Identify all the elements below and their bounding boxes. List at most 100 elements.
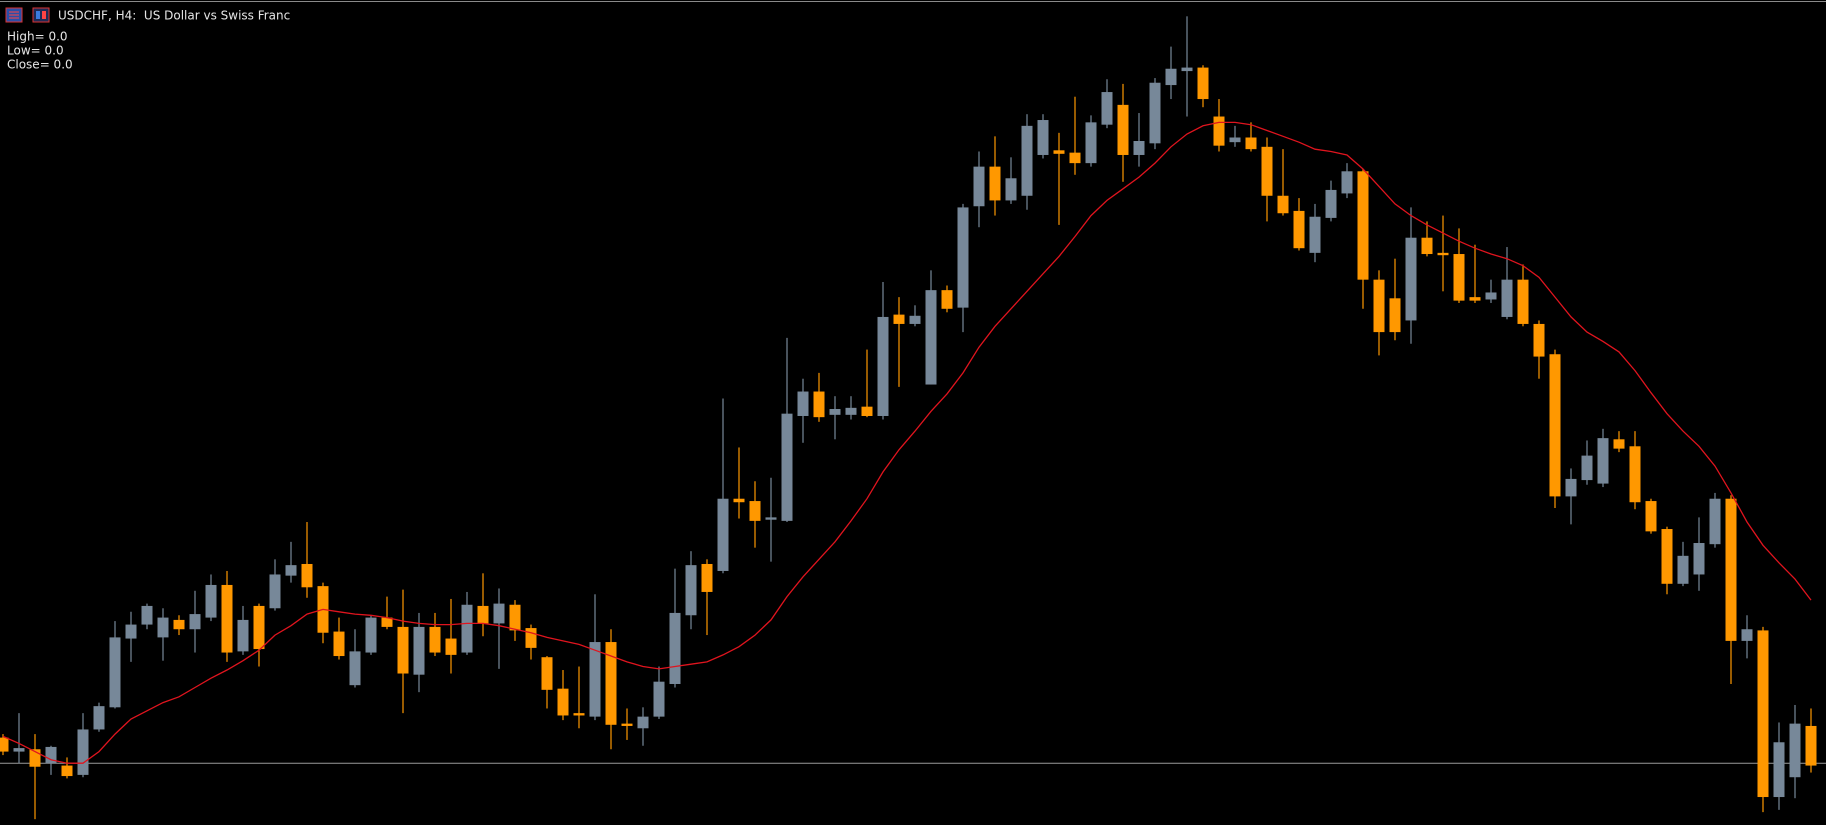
chart-title: USDCHF, H4: US Dollar vs Swiss Franc — [58, 9, 290, 23]
candle-body — [797, 391, 809, 416]
candle-body — [125, 624, 137, 639]
candle-body — [605, 642, 617, 725]
candle-body — [957, 207, 969, 308]
candle-body — [205, 584, 217, 618]
candle-body — [301, 563, 313, 588]
candle-body — [1341, 171, 1353, 194]
plot — [0, 16, 1826, 820]
candle-body — [1405, 237, 1417, 321]
candle-body — [1501, 279, 1513, 317]
candle-body — [381, 617, 393, 627]
candle-body — [1709, 498, 1721, 545]
moving-average — [2, 121, 1812, 764]
candle-body — [333, 631, 345, 657]
candle-body — [157, 617, 169, 638]
candle-body — [1485, 292, 1497, 300]
candle-body — [1629, 446, 1641, 503]
candle-body — [1037, 120, 1049, 155]
info-line: Low= 0.0 — [7, 44, 64, 58]
candle-body — [509, 604, 521, 631]
candle-body — [1661, 529, 1673, 584]
candle-body — [909, 315, 921, 324]
candle-body — [221, 584, 233, 653]
candle-body — [493, 603, 505, 624]
candle-body — [1421, 237, 1433, 255]
candle-body — [0, 737, 9, 752]
candle-body — [285, 565, 297, 576]
candle-body — [1197, 67, 1209, 100]
candle-body — [621, 723, 633, 726]
candle-body — [1373, 279, 1385, 333]
candle-body — [45, 746, 57, 764]
candle-body — [1325, 189, 1337, 218]
icon-bar — [42, 11, 46, 19]
candle-body — [1053, 150, 1065, 154]
candle-body — [397, 626, 409, 674]
candle-body — [989, 166, 1001, 201]
candle-body — [1213, 116, 1225, 146]
candle-body — [237, 619, 249, 652]
candle-body — [941, 290, 953, 309]
candle-body — [1181, 67, 1193, 72]
candle-body — [1597, 438, 1609, 484]
candle-body — [429, 626, 441, 653]
candle-body — [589, 642, 601, 717]
candle-body — [1309, 216, 1321, 253]
candle-body — [1245, 137, 1257, 150]
candle-body — [861, 406, 873, 416]
icon-window[interactable] — [32, 7, 50, 23]
candle-body — [573, 713, 585, 716]
candle-body — [877, 316, 889, 416]
candle-body — [1645, 501, 1657, 532]
candle-body — [749, 501, 761, 521]
candle-body — [1021, 125, 1033, 196]
candle-body — [1693, 543, 1705, 575]
candle-body — [349, 651, 361, 686]
candle-body — [1165, 68, 1177, 86]
candle-body — [1101, 92, 1113, 125]
chart-icon[interactable] — [5, 7, 50, 23]
candle-body — [1725, 498, 1737, 641]
candle-body — [1277, 195, 1289, 214]
candle-body — [1293, 210, 1305, 249]
candle-body — [1549, 354, 1561, 497]
candle-body — [173, 619, 185, 630]
candle-body — [1517, 279, 1529, 324]
candle-body — [541, 657, 553, 690]
candle-body — [893, 314, 905, 324]
candle-body — [781, 413, 793, 521]
candle-body — [1453, 254, 1465, 301]
candle-body — [1581, 455, 1593, 481]
candle-body — [13, 748, 25, 752]
candle-body — [1613, 439, 1625, 449]
icon-bar — [36, 11, 40, 19]
candle-body — [61, 765, 73, 777]
candle-body — [685, 565, 697, 616]
candle-body — [1789, 723, 1801, 778]
candle-body — [189, 614, 201, 630]
candle-body — [93, 706, 105, 730]
candle-body — [525, 628, 537, 648]
candle-body — [717, 498, 729, 571]
candle-body — [1437, 252, 1449, 256]
candle-body — [1773, 742, 1785, 798]
candle-body — [1565, 478, 1577, 497]
candle-body — [1533, 323, 1545, 357]
candle-body — [1229, 137, 1241, 143]
candle-body — [109, 637, 121, 708]
candle-body — [1741, 629, 1753, 641]
candle-body — [77, 729, 89, 775]
candle-body — [1805, 725, 1817, 766]
candle-body — [1757, 630, 1769, 798]
candle-body — [669, 612, 681, 685]
candle-body — [461, 604, 473, 653]
candle-body — [29, 749, 41, 767]
candle-body — [1085, 122, 1097, 164]
candle-body — [653, 681, 665, 717]
candle-body — [1069, 152, 1081, 164]
candle-body — [829, 409, 841, 415]
candle-body — [1469, 297, 1481, 301]
